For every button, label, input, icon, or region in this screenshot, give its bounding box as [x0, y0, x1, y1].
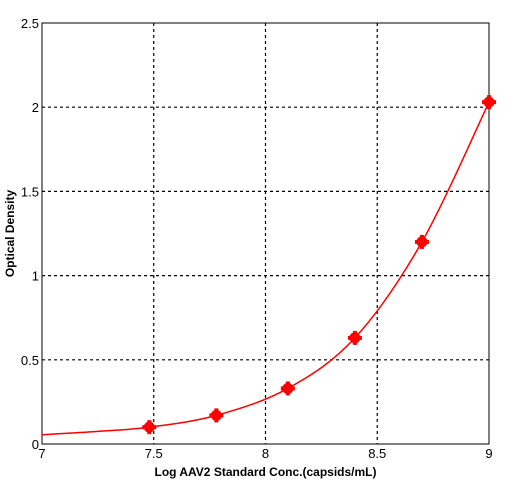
- x-tick-label: 8.5: [368, 446, 386, 461]
- x-tick-label: 8: [262, 446, 269, 461]
- data-point: [347, 330, 362, 345]
- data-point: [280, 381, 295, 396]
- y-tick-label: 1: [32, 269, 39, 284]
- plot-area-frame: [41, 22, 490, 445]
- grid: [42, 23, 489, 444]
- data-point: [414, 234, 429, 249]
- data-points: [142, 95, 496, 435]
- x-tick-label: 9: [485, 446, 492, 461]
- y-tick-label: 2: [32, 100, 39, 115]
- data-point: [209, 408, 224, 423]
- data-point: [482, 95, 496, 110]
- y-tick-label: 2.5: [21, 16, 39, 31]
- y-axis-ticks: 0 0.5 1 1.5 2 2.5: [21, 16, 39, 452]
- y-tick-label: 0.5: [21, 353, 39, 368]
- x-tick-label: 7: [38, 446, 45, 461]
- x-axis-ticks: 7 7.5 8 8.5 9: [38, 446, 492, 461]
- y-tick-label: 1.5: [21, 184, 39, 199]
- y-axis-title: Optical Density: [3, 189, 17, 277]
- data-point: [142, 420, 157, 435]
- y-tick-label: 0: [32, 437, 39, 452]
- x-tick-label: 7.5: [145, 446, 163, 461]
- x-axis-title: Log AAV2 Standard Conc.(capsids/mL): [154, 465, 376, 479]
